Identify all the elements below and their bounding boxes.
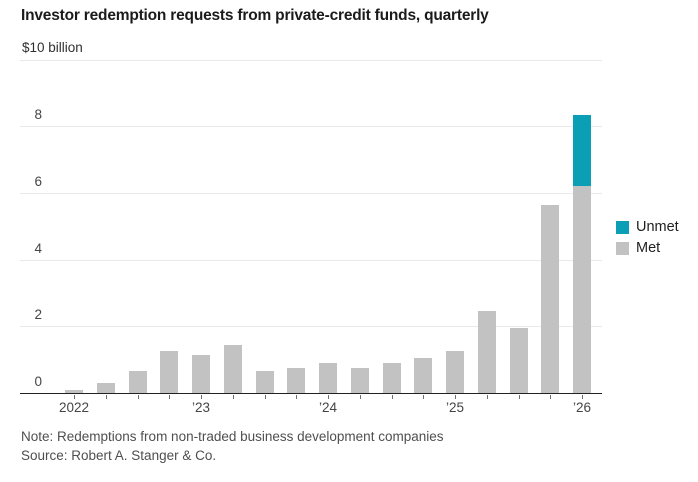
bar-met-segment bbox=[160, 351, 179, 393]
x-axis-tick bbox=[550, 394, 552, 399]
chart-source: Source: Robert A. Stanger & Co. bbox=[21, 448, 217, 463]
x-axis-tick bbox=[201, 394, 202, 399]
legend: Unmet Met bbox=[616, 220, 679, 255]
bar-met-segment bbox=[350, 367, 369, 393]
bar-met-segment bbox=[192, 354, 210, 393]
x-axis-tick-label: 2022 bbox=[58, 400, 90, 415]
x-axis-tick bbox=[486, 394, 488, 399]
gridline bbox=[20, 259, 602, 261]
x-axis-tick bbox=[296, 394, 298, 399]
legend-swatch-unmet bbox=[616, 220, 629, 234]
x-axis-tick-label: ’25 bbox=[445, 400, 464, 415]
bar-met-segment bbox=[414, 357, 433, 393]
gridline bbox=[20, 326, 602, 328]
y-axis-tick-label: 8 bbox=[34, 107, 42, 123]
bar-met-segment bbox=[128, 371, 147, 393]
x-axis-tick bbox=[169, 394, 171, 399]
bar-met-segment bbox=[382, 362, 401, 393]
bar-met-segment bbox=[573, 186, 591, 393]
x-axis-tick bbox=[359, 394, 361, 399]
legend-swatch-met bbox=[616, 241, 629, 255]
y-axis-tick-label: 2 bbox=[34, 307, 42, 323]
bar-unmet-segment bbox=[573, 114, 591, 187]
x-axis-tick-label: ’24 bbox=[318, 400, 337, 415]
x-axis-tick bbox=[455, 394, 456, 399]
gridline bbox=[20, 126, 602, 128]
x-axis-tick bbox=[582, 394, 583, 399]
bar-met-segment bbox=[509, 327, 528, 393]
x-axis-tick-label: ’26 bbox=[572, 400, 591, 415]
bar-met-segment bbox=[96, 382, 115, 393]
legend-item-met: Met bbox=[616, 241, 679, 255]
x-axis-tick bbox=[264, 394, 266, 399]
chart-note: Note: Redemptions from non-traded busine… bbox=[21, 429, 444, 444]
legend-item-unmet: Unmet bbox=[616, 220, 679, 234]
x-axis-line bbox=[20, 392, 602, 395]
bar-met-segment bbox=[223, 344, 242, 393]
bar-met-segment bbox=[255, 371, 274, 393]
x-axis-tick bbox=[328, 394, 329, 399]
chart-title: Investor redemption requests from privat… bbox=[21, 7, 489, 24]
gridline bbox=[20, 192, 602, 194]
bar-met-segment bbox=[541, 204, 560, 393]
x-axis-tick bbox=[232, 394, 234, 399]
legend-label-met: Met bbox=[636, 240, 661, 256]
legend-label-unmet: Unmet bbox=[636, 219, 679, 235]
bar-met-segment bbox=[287, 367, 306, 393]
x-axis-tick bbox=[391, 394, 393, 399]
y-axis-tick-label: 6 bbox=[34, 173, 42, 189]
x-axis-tick bbox=[423, 394, 425, 399]
x-axis-tick bbox=[105, 394, 107, 399]
bar-met-segment bbox=[319, 362, 337, 393]
x-axis-tick bbox=[74, 394, 75, 399]
gridline bbox=[20, 59, 602, 61]
bar-met-segment bbox=[477, 311, 496, 393]
x-axis-tick-label: ’23 bbox=[191, 400, 210, 415]
x-axis-tick bbox=[518, 394, 520, 399]
y-axis-unit-label: $10 billion bbox=[22, 40, 83, 55]
x-axis-tick bbox=[137, 394, 139, 399]
y-axis-tick-label: 4 bbox=[34, 240, 42, 256]
y-axis-tick-label: 0 bbox=[34, 374, 42, 389]
bar-met-segment bbox=[446, 351, 464, 393]
bar-met-segment bbox=[65, 390, 83, 393]
